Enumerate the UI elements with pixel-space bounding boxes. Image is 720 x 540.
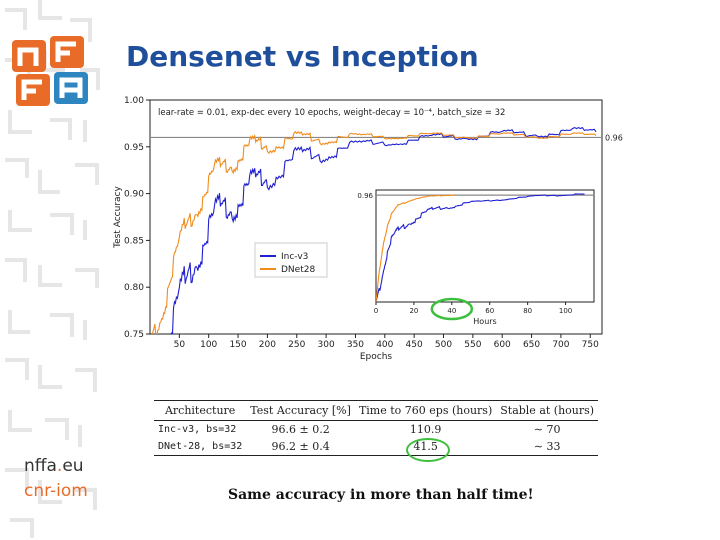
inset-series-group — [376, 194, 455, 302]
x-tick-label: 200 — [259, 340, 276, 350]
nffa-eu-prefix: nffa — [24, 456, 57, 476]
inset-x-tick-label: 20 — [409, 307, 418, 315]
header-time-760: Time to 760 eps (hours) — [354, 400, 497, 421]
y-tick-label: 0.75 — [124, 330, 144, 340]
x-tick-label: 150 — [229, 340, 246, 350]
y-tick-label: 0.95 — [124, 143, 144, 153]
cnr-iom-logo: cnr-iom — [24, 481, 88, 501]
x-tick-label: 100 — [200, 340, 217, 350]
inset-x-axis-label: Hours — [473, 317, 496, 326]
inset-series-group — [376, 193, 585, 302]
x-tick-label: 500 — [435, 340, 452, 350]
y-axis-label: Test Accuracy — [113, 185, 123, 248]
x-tick-label: 50 — [174, 340, 186, 350]
table-row: Inc-v3, bs=32 96.6 ± 0.2 110.9 ∼ 70 — [154, 421, 598, 439]
x-tick-label: 450 — [406, 340, 423, 350]
inset-x-tick-label: 80 — [523, 307, 532, 315]
conclusion-text: Same accuracy in more than half time! — [228, 487, 534, 503]
reference-line-label: 0.96 — [605, 133, 623, 142]
cell-arch: Inc-v3, bs=32 — [158, 424, 237, 435]
x-tick-label: 250 — [288, 340, 305, 350]
inset-reference-label: 0.96 — [357, 192, 373, 200]
legend-box — [254, 242, 328, 278]
inset-x-tick-label: 60 — [485, 307, 494, 315]
series-group — [151, 130, 597, 334]
legend-label: Inc-v3 — [281, 252, 308, 262]
y-tick-label: 0.85 — [124, 236, 144, 246]
inset-x-tick-label: 40 — [447, 307, 456, 315]
inset-frame — [375, 189, 595, 303]
x-tick-label: 650 — [523, 340, 540, 350]
y-tick-label: 0.90 — [124, 190, 144, 200]
slide-title: Densenet vs Inception — [126, 40, 479, 73]
nffa-logo — [12, 36, 92, 108]
nffa-eu-dot: . — [56, 456, 63, 476]
series-line-inc-v3 — [169, 126, 597, 334]
accuracy-chart: 0.75 0.80 0.85 0.90 0.95 1.00 50 100 150 200 250 30… — [108, 92, 628, 364]
header-stable-at: Stable at (hours) — [496, 400, 599, 421]
x-tick-label: 400 — [376, 340, 393, 350]
y-tick-label: 0.80 — [124, 283, 144, 293]
cnr-iom-text: cnr-iom — [24, 481, 88, 501]
legend-label: DNet28 — [281, 265, 315, 275]
x-tick-label: 750 — [582, 340, 599, 350]
series-line-dnet28 — [151, 130, 597, 334]
results-table: Architecture Test Accuracy [%] Time to 7… — [154, 400, 599, 456]
x-tick-label: 700 — [552, 340, 569, 350]
cell-time: 110.9 — [409, 423, 442, 436]
inset-x-tick-label: 0 — [374, 307, 378, 315]
inset-series-line-dnet28 — [376, 194, 455, 302]
x-tick-label: 300 — [318, 340, 335, 350]
x-tick-label: 350 — [347, 340, 364, 350]
header-architecture: Architecture — [154, 400, 247, 421]
nffa-eu-suffix: eu — [62, 456, 84, 476]
cell-accuracy: 96.6 ± 0.2 — [271, 423, 330, 436]
table-highlight-ring — [406, 438, 450, 462]
chart-legend: Inc-v3 DNet28 — [254, 242, 328, 278]
chart-annotation: lear-rate = 0.01, exp-dec every 10 epoch… — [158, 108, 505, 118]
cell-stable: ∼ 33 — [496, 438, 599, 456]
inset-series-line-inc-v3 — [376, 193, 585, 302]
table-row: DNet-28, bs=32 96.2 ± 0.4 41.5 ∼ 33 — [154, 438, 599, 456]
x-tick-label: 550 — [464, 340, 481, 350]
cell-stable: ∼ 70 — [533, 423, 561, 436]
cell-accuracy: 96.2 ± 0.4 — [246, 438, 355, 456]
nffa-eu-logo: nffa.eu — [24, 456, 84, 476]
y-tick-label: 1.00 — [124, 96, 144, 106]
series-group — [169, 126, 597, 334]
x-axis-label: Epochs — [360, 352, 393, 362]
table-header-row: Architecture Test Accuracy [%] Time to 7… — [154, 400, 599, 421]
x-tick-label: 600 — [494, 340, 511, 350]
nffa-logo-graphic — [12, 36, 88, 106]
cell-arch: DNet-28, bs=32 — [154, 438, 247, 456]
inset-highlight-ring — [430, 297, 474, 321]
inset-x-tick-label: 100 — [559, 307, 572, 315]
header-test-accuracy: Test Accuracy [%] — [246, 400, 355, 421]
